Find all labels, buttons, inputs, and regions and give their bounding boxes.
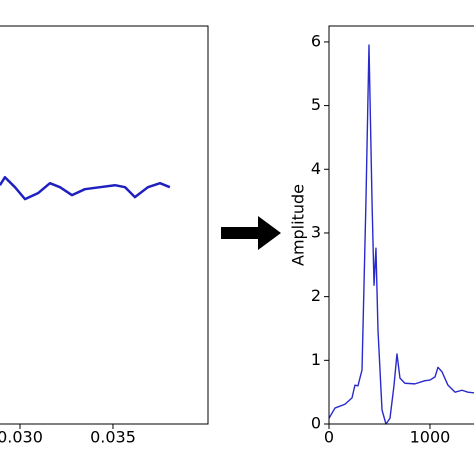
x-tick-label: 0.035: [90, 428, 136, 447]
x-tick-label: 0.030: [0, 428, 43, 447]
y-tick-label: 0: [311, 414, 321, 433]
y-tick-label: 2: [311, 286, 321, 305]
y-tick-label: 3: [311, 222, 321, 241]
axes-frame: [328, 25, 474, 425]
axes-frame: [0, 25, 209, 425]
y-tick-label: 4: [311, 159, 321, 178]
y-axis-label: Amplitude: [289, 184, 308, 266]
y-tick-label: 5: [311, 95, 321, 114]
data-line: [328, 44, 474, 425]
x-tick-label: 0: [324, 428, 334, 447]
y-tick-label: 1: [311, 350, 321, 369]
x-tick-label: 1000: [410, 428, 451, 447]
y-tick-label: 6: [311, 31, 321, 50]
data-line: [0, 175, 171, 201]
arrow: [221, 216, 281, 250]
